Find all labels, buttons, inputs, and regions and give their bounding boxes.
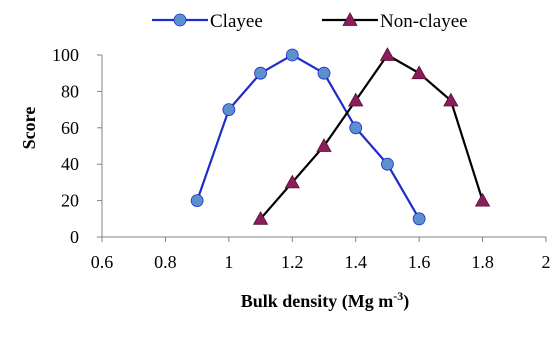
series-line	[259, 53, 484, 220]
y-axis-title: Score	[19, 107, 39, 150]
legend-label: Clayee	[210, 11, 263, 32]
data-point	[317, 66, 331, 80]
x-axis-title-tail: )	[403, 291, 409, 312]
x-axis-title: Bulk density (Mg m-3)	[241, 289, 410, 312]
data-point	[348, 92, 364, 107]
data-point	[316, 138, 332, 152]
legend-item-clayee: Clayee	[152, 11, 263, 32]
legend-circle-marker	[173, 13, 187, 27]
y-tick-label: 20	[61, 191, 79, 211]
legend: Clayee Non-clayee	[152, 11, 468, 32]
y-tick-label: 80	[61, 81, 79, 101]
legend-label: Non-clayee	[380, 11, 468, 32]
data-point	[474, 192, 491, 207]
data-point	[379, 47, 396, 61]
y-tick-label: 100	[52, 45, 79, 65]
series-non-clayee	[252, 47, 491, 225]
data-point	[285, 48, 299, 62]
data-point	[254, 66, 267, 80]
data-point	[349, 121, 363, 135]
x-tick-label: 1	[224, 252, 233, 272]
data-point	[284, 174, 300, 189]
y-tick-label: 40	[61, 154, 79, 174]
y-tick-label: 0	[70, 227, 79, 247]
x-tick-label: 1.6	[408, 252, 431, 272]
data-point	[381, 157, 394, 171]
data-point	[222, 103, 236, 116]
x-axis-title-sup: -3	[393, 289, 403, 303]
data-point	[443, 92, 459, 107]
series-layer	[190, 47, 491, 226]
y-tick-label: 60	[61, 118, 79, 138]
x-tick-label: 0.6	[91, 252, 114, 272]
data-point	[411, 65, 427, 80]
x-tick-label: 1.2	[281, 252, 304, 272]
series-clayee	[190, 48, 426, 226]
x-tick-label: 2	[542, 252, 551, 272]
series-line	[196, 53, 421, 220]
x-tick-label: 0.8	[154, 252, 177, 272]
x-axis-title-main: Bulk density (Mg m	[241, 291, 394, 312]
x-tick-label: 1.4	[344, 252, 367, 272]
legend-item-non-clayee: Non-clayee	[322, 11, 468, 32]
x-tick-label: 1.8	[471, 252, 494, 272]
data-point	[412, 212, 426, 226]
legend-triangle-marker	[342, 12, 358, 26]
data-point	[252, 210, 269, 225]
data-point	[190, 194, 204, 208]
axes: 0 20 40 60 80 100 0.6 0.8 1 1.2 1.4 1.6 1.8 2	[52, 45, 551, 272]
